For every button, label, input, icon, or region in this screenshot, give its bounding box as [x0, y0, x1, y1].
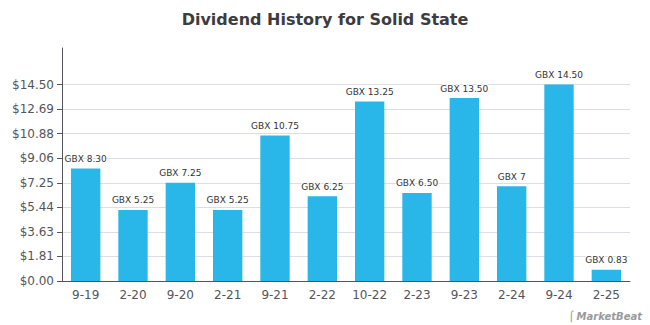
svg-text:GBX 7: GBX 7	[498, 172, 526, 182]
svg-text:MarketBeat: MarketBeat	[577, 311, 644, 322]
svg-text:GBX 5.25: GBX 5.25	[112, 195, 154, 205]
svg-text:10-22: 10-22	[352, 288, 387, 302]
svg-text:$1.81: $1.81	[20, 249, 54, 263]
svg-text:GBX 14.50: GBX 14.50	[535, 70, 583, 80]
svg-text:⌠: ⌠	[569, 310, 574, 323]
svg-text:9-24: 9-24	[545, 288, 572, 302]
svg-text:$14.50: $14.50	[12, 78, 54, 92]
svg-text:Dividend History for Solid Sta: Dividend History for Solid State	[182, 10, 469, 29]
svg-text:GBX 7.25: GBX 7.25	[159, 168, 201, 178]
svg-text:$12.69: $12.69	[12, 102, 54, 116]
svg-text:2-22: 2-22	[309, 288, 336, 302]
svg-text:2-24: 2-24	[498, 288, 525, 302]
svg-text:9-21: 9-21	[261, 288, 288, 302]
svg-text:$5.44: $5.44	[20, 200, 54, 214]
svg-text:GBX 8.30: GBX 8.30	[65, 154, 107, 164]
svg-text:2-23: 2-23	[403, 288, 430, 302]
svg-text:9-19: 9-19	[72, 288, 99, 302]
svg-text:2-20: 2-20	[119, 288, 146, 302]
svg-text:GBX 6.50: GBX 6.50	[396, 178, 438, 188]
svg-text:2-25: 2-25	[593, 288, 620, 302]
svg-text:$9.06: $9.06	[20, 151, 54, 165]
svg-text:9-20: 9-20	[167, 288, 194, 302]
svg-text:$0.00: $0.00	[20, 274, 54, 288]
svg-text:GBX 13.50: GBX 13.50	[440, 84, 488, 94]
svg-text:2-21: 2-21	[214, 288, 241, 302]
svg-text:$3.63: $3.63	[20, 225, 54, 239]
svg-text:$10.88: $10.88	[12, 127, 54, 141]
svg-text:GBX 6.25: GBX 6.25	[301, 182, 343, 192]
svg-text:GBX 13.25: GBX 13.25	[346, 87, 394, 97]
svg-text:GBX 0.83: GBX 0.83	[585, 255, 627, 265]
svg-text:GBX 10.75: GBX 10.75	[251, 121, 299, 131]
svg-text:GBX 5.25: GBX 5.25	[207, 195, 249, 205]
svg-text:9-23: 9-23	[451, 288, 478, 302]
svg-text:$7.25: $7.25	[20, 176, 54, 190]
